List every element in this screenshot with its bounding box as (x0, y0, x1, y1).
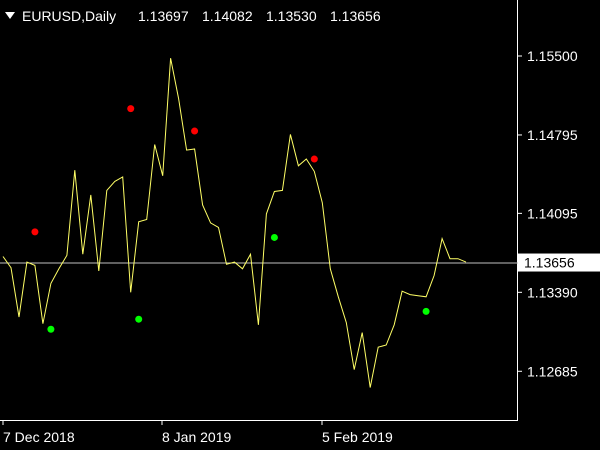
chart-header: EURUSD,Daily 1.13697 1.14082 1.13530 1.1… (5, 8, 381, 24)
triangle-down-icon[interactable] (5, 12, 15, 19)
price-tick-label: 1.15500 (527, 48, 578, 64)
price-tick-label: 1.14095 (527, 205, 578, 221)
time-axis-ticks: 7 Dec 2018 8 Jan 2019 5 Feb 2019 (2, 420, 393, 445)
price-tick-label: 1.14795 (527, 127, 578, 143)
ohlc-high: 1.14082 (202, 8, 253, 24)
price-series (2, 58, 467, 388)
price-tick-label: 1.13390 (527, 284, 578, 300)
sell-signal-dot (127, 105, 135, 113)
buy-signal-dot (270, 233, 278, 241)
price-tick-label: 1.12685 (527, 363, 578, 379)
time-tick-label: 8 Jan 2019 (162, 429, 231, 445)
price-line (2, 58, 467, 388)
sell-signal-dot (191, 127, 199, 135)
sell-signal-dot (31, 228, 39, 236)
buy-signal-dot (47, 325, 55, 333)
current-price-label-box (518, 253, 600, 272)
symbol-timeframe: EURUSD,Daily (22, 8, 116, 24)
time-tick-label: 5 Feb 2019 (322, 429, 393, 445)
signal-dots (31, 105, 430, 333)
buy-signal-dot (422, 307, 430, 315)
ohlc-close: 1.13656 (330, 8, 381, 24)
ohlc-open: 1.13697 (138, 8, 189, 24)
buy-signal-dot (135, 315, 143, 323)
ohlc-low: 1.13530 (266, 8, 317, 24)
sell-signal-dot (310, 155, 318, 163)
time-tick-label: 7 Dec 2018 (3, 429, 75, 445)
price-axis-ticks: 1.15500 1.14795 1.14095 1.13390 1.12685 (518, 48, 578, 379)
current-price-label: 1.13656 (524, 255, 575, 271)
